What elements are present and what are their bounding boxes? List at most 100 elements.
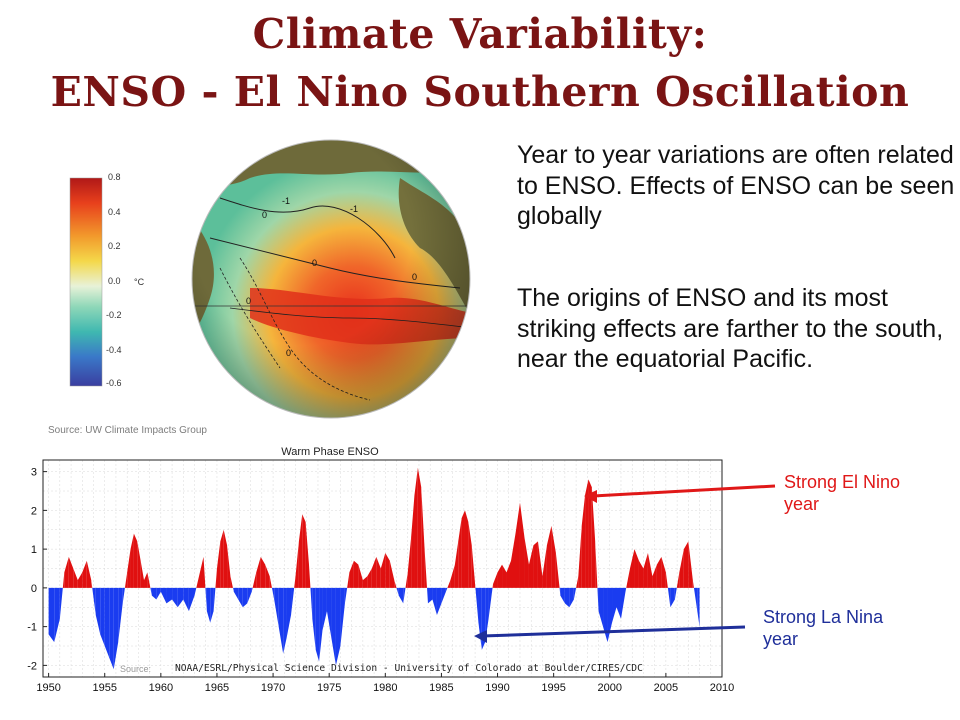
enso-negative-segment — [283, 587, 287, 654]
enso-positive-segment — [91, 580, 93, 588]
enso-positive-segment — [405, 572, 408, 588]
chart-ticks: 3 2 1 0 -1 -2 1950 1955 1960 1965 1970 1975 1980 1985… — [27, 467, 734, 694]
enso-positive-segment — [380, 553, 386, 588]
enso-negative-segment — [183, 587, 189, 612]
enso-negative-segment — [160, 587, 167, 604]
colorbar-tick: 0.4 — [108, 207, 121, 217]
enso-positive-segment — [576, 576, 579, 588]
enso-positive-segment — [294, 576, 296, 588]
enso-negative-segment — [620, 587, 626, 619]
enso-positive-segment — [595, 541, 598, 588]
enso-negative-segment — [398, 587, 404, 604]
enso-positive-segment — [647, 553, 653, 588]
temperature-colorbar: 0.8 0.4 0.2 0.0 -0.2 -0.4 -0.6 °C — [69, 172, 145, 388]
enso-positive-segment — [230, 576, 233, 588]
enso-negative-segment — [59, 587, 63, 619]
colorbar-tick: -0.2 — [106, 310, 122, 320]
chart-title: Warm Phase ENSO — [281, 446, 379, 458]
enso-negative-segment — [104, 587, 110, 658]
enso-negative-segment — [172, 587, 178, 608]
enso-positive-segment — [629, 549, 635, 588]
enso-negative-segment — [432, 587, 437, 615]
enso-negative-segment — [436, 587, 442, 615]
enso-negative-segment — [100, 587, 105, 646]
enso-positive-segment — [585, 479, 589, 588]
enso-positive-segment — [537, 541, 543, 588]
enso-positive-segment — [461, 510, 465, 588]
enso-negative-segment — [693, 587, 698, 612]
enso-negative-segment — [278, 587, 284, 654]
enso-positive-segment — [269, 576, 272, 588]
x-tick-label: 2010 — [710, 682, 734, 694]
enso-negative-segment — [206, 587, 211, 623]
enso-negative-segment — [573, 587, 577, 600]
enso-positive-segment — [367, 568, 372, 588]
enso-negative-segment — [475, 587, 479, 623]
enso-negative-segment — [210, 587, 214, 623]
enso-positive-segment — [683, 541, 689, 588]
chart-source-prefix: Source: — [120, 664, 151, 674]
enso-negative-segment — [625, 587, 627, 592]
enso-negative-segment — [232, 587, 234, 592]
enso-negative-segment — [312, 587, 316, 650]
enso-positive-segment — [223, 529, 228, 588]
enso-positive-segment — [468, 522, 472, 588]
enso-negative-segment — [445, 587, 448, 592]
y-tick-label: 3 — [31, 467, 37, 479]
enso-positive-segment — [464, 510, 469, 588]
enso-positive-segment — [414, 467, 418, 588]
colorbar-unit: °C — [134, 277, 145, 287]
enso-positive-segment — [302, 514, 306, 588]
y-tick-label: -2 — [27, 660, 37, 672]
colorbar-tick: 0.8 — [108, 172, 121, 182]
enso-positive-segment — [471, 545, 476, 588]
chart-source-text: NOAA/ESRL/Physical Science Division - Un… — [175, 663, 643, 674]
enso-negative-segment — [118, 587, 123, 643]
x-tick-label: 1980 — [373, 682, 397, 694]
enso-negative-segment — [242, 587, 248, 608]
enso-positive-segment — [424, 549, 427, 588]
enso-positive-segment — [265, 564, 270, 588]
enso-positive-segment — [542, 545, 547, 588]
enso-positive-segment — [588, 479, 592, 588]
enso-positive-segment — [591, 487, 596, 588]
enso-negative-segment — [569, 587, 574, 608]
enso-positive-segment — [497, 564, 503, 588]
enso-positive-segment — [77, 572, 83, 588]
enso-negative-segment — [310, 587, 313, 619]
annotation-arrows — [474, 484, 776, 643]
enso-positive-segment — [634, 549, 639, 588]
enso-negative-segment — [177, 587, 184, 608]
enso-positive-segment — [73, 568, 78, 588]
enso-positive-segment — [546, 525, 552, 588]
enso-positive-segment — [203, 556, 206, 588]
enso-negative-segment — [95, 587, 101, 635]
enso-negative-segment — [485, 587, 489, 643]
enso-negative-segment — [340, 587, 345, 646]
enso-positive-segment — [578, 525, 582, 588]
la-nina-arrowhead — [474, 630, 487, 643]
enso-positive-segment — [86, 560, 92, 588]
enso-negative-segment — [426, 587, 428, 604]
plot-frame — [42, 459, 723, 678]
enso-positive-segment — [581, 494, 586, 588]
enso-positive-segment — [688, 541, 693, 588]
enso-negative-segment — [697, 587, 700, 627]
x-tick-label: 1990 — [485, 682, 509, 694]
enso-negative-segment — [603, 587, 608, 643]
enso-positive-segment — [199, 556, 204, 588]
enso-negative-segment — [335, 587, 341, 666]
enso-positive-segment — [394, 580, 397, 588]
el-nino-arrow — [592, 484, 776, 498]
enso-negative-segment — [122, 587, 125, 604]
enso-negative-segment — [156, 587, 161, 600]
enso-positive-segment — [652, 564, 657, 588]
enso-positive-segment — [511, 533, 516, 588]
enso-negative-segment — [151, 587, 157, 600]
enso-positive-segment — [353, 560, 359, 588]
enso-negative-segment — [48, 587, 55, 643]
enso-positive-segment — [555, 553, 560, 588]
enso-positive-segment — [308, 564, 311, 588]
enso-negative-segment — [598, 587, 604, 627]
enso-negative-segment — [286, 587, 292, 639]
